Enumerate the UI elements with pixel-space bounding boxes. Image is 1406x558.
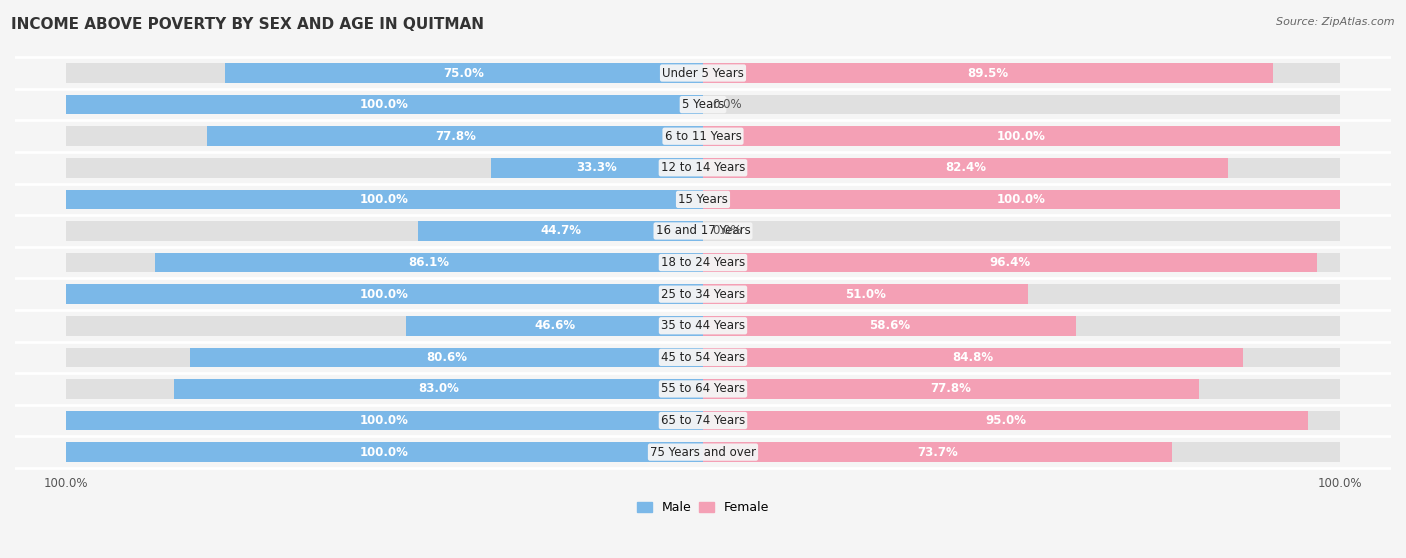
Text: 0.0%: 0.0%: [713, 98, 742, 111]
Bar: [66, 379, 703, 399]
Bar: [66, 95, 703, 114]
Text: 82.4%: 82.4%: [945, 161, 986, 174]
Bar: [703, 316, 1077, 335]
Bar: [703, 411, 1340, 430]
Text: 55 to 64 Years: 55 to 64 Years: [661, 382, 745, 396]
Text: Source: ZipAtlas.com: Source: ZipAtlas.com: [1277, 17, 1395, 27]
Text: 16 and 17 Years: 16 and 17 Years: [655, 224, 751, 238]
Bar: [703, 221, 1340, 240]
Bar: [703, 379, 1340, 399]
Text: 89.5%: 89.5%: [967, 66, 1008, 80]
Text: INCOME ABOVE POVERTY BY SEX AND AGE IN QUITMAN: INCOME ABOVE POVERTY BY SEX AND AGE IN Q…: [11, 17, 484, 32]
Text: 83.0%: 83.0%: [418, 382, 460, 396]
Bar: [66, 158, 703, 177]
Bar: [66, 190, 703, 209]
Text: 51.0%: 51.0%: [845, 288, 886, 301]
Text: Under 5 Years: Under 5 Years: [662, 66, 744, 80]
Text: 35 to 44 Years: 35 to 44 Years: [661, 319, 745, 332]
Bar: [66, 316, 703, 335]
Bar: [208, 127, 703, 146]
Bar: [703, 379, 1198, 399]
Text: 73.7%: 73.7%: [917, 446, 957, 459]
Bar: [66, 411, 703, 430]
Text: 75 Years and over: 75 Years and over: [650, 446, 756, 459]
Text: 15 Years: 15 Years: [678, 193, 728, 206]
Text: 33.3%: 33.3%: [576, 161, 617, 174]
Bar: [703, 316, 1340, 335]
Text: 86.1%: 86.1%: [408, 256, 450, 269]
Bar: [703, 285, 1340, 304]
Text: 44.7%: 44.7%: [540, 224, 581, 238]
Text: 96.4%: 96.4%: [990, 256, 1031, 269]
Bar: [703, 63, 1340, 83]
Bar: [703, 95, 1340, 114]
Bar: [703, 190, 1340, 209]
Bar: [66, 348, 703, 367]
Text: 84.8%: 84.8%: [952, 351, 994, 364]
Bar: [703, 285, 1028, 304]
Bar: [66, 442, 703, 462]
Bar: [491, 158, 703, 177]
Bar: [66, 190, 703, 209]
Text: 25 to 34 Years: 25 to 34 Years: [661, 288, 745, 301]
Text: 100.0%: 100.0%: [360, 446, 409, 459]
Bar: [66, 442, 703, 462]
Text: 77.8%: 77.8%: [931, 382, 972, 396]
Bar: [703, 63, 1274, 83]
Text: 6 to 11 Years: 6 to 11 Years: [665, 129, 741, 143]
Bar: [703, 442, 1173, 462]
Text: 65 to 74 Years: 65 to 74 Years: [661, 414, 745, 427]
Text: 75.0%: 75.0%: [444, 66, 485, 80]
Bar: [66, 95, 703, 114]
Text: 100.0%: 100.0%: [997, 193, 1046, 206]
Text: 46.6%: 46.6%: [534, 319, 575, 332]
Bar: [66, 411, 703, 430]
Text: 100.0%: 100.0%: [360, 193, 409, 206]
Bar: [174, 379, 703, 399]
Bar: [418, 221, 703, 240]
Bar: [190, 348, 703, 367]
Text: 100.0%: 100.0%: [360, 414, 409, 427]
Bar: [703, 127, 1340, 146]
Text: 100.0%: 100.0%: [360, 288, 409, 301]
Legend: Male, Female: Male, Female: [631, 496, 775, 519]
Bar: [406, 316, 703, 335]
Text: 100.0%: 100.0%: [360, 98, 409, 111]
Bar: [66, 253, 703, 272]
Bar: [703, 348, 1243, 367]
Text: 0.0%: 0.0%: [713, 224, 742, 238]
Text: 77.8%: 77.8%: [434, 129, 475, 143]
Bar: [225, 63, 703, 83]
Text: 100.0%: 100.0%: [997, 129, 1046, 143]
Bar: [155, 253, 703, 272]
Text: 12 to 14 Years: 12 to 14 Years: [661, 161, 745, 174]
Bar: [66, 221, 703, 240]
Bar: [703, 158, 1340, 177]
Text: 5 Years: 5 Years: [682, 98, 724, 111]
Text: 95.0%: 95.0%: [986, 414, 1026, 427]
Bar: [66, 285, 703, 304]
Bar: [703, 253, 1340, 272]
Bar: [703, 190, 1340, 209]
Bar: [703, 411, 1308, 430]
Text: 80.6%: 80.6%: [426, 351, 467, 364]
Bar: [703, 348, 1340, 367]
Bar: [66, 63, 703, 83]
Text: 45 to 54 Years: 45 to 54 Years: [661, 351, 745, 364]
Bar: [66, 285, 703, 304]
Bar: [703, 253, 1317, 272]
Text: 18 to 24 Years: 18 to 24 Years: [661, 256, 745, 269]
Bar: [66, 127, 703, 146]
Bar: [703, 158, 1227, 177]
Bar: [703, 127, 1340, 146]
Text: 58.6%: 58.6%: [869, 319, 910, 332]
Bar: [703, 442, 1340, 462]
